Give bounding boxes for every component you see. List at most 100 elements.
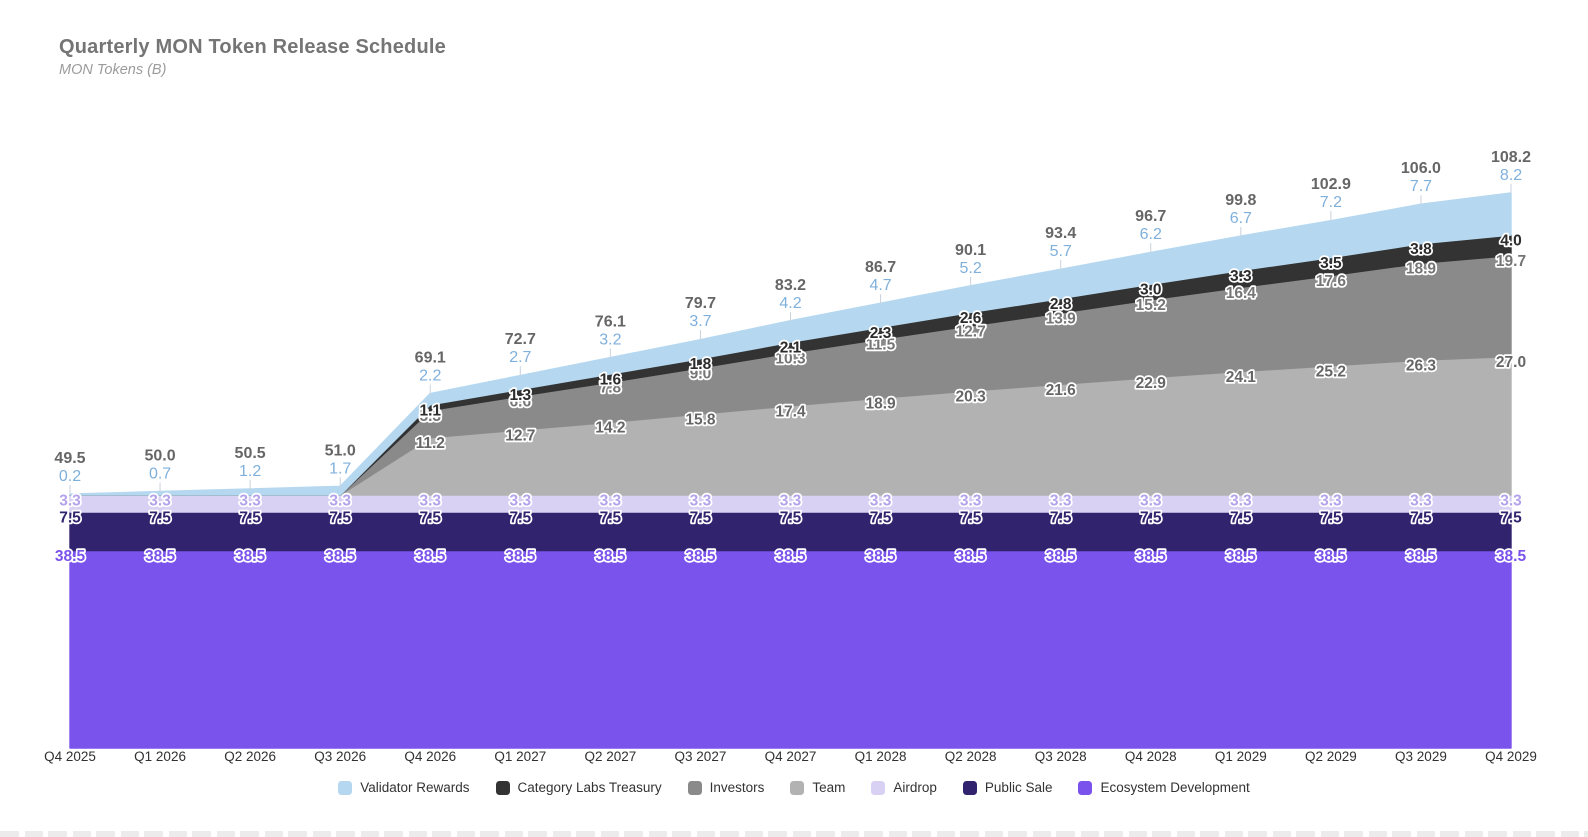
area-value-label: 7.5 <box>870 510 892 527</box>
area-value-label: 3.3 <box>59 493 81 510</box>
area-value-label: 3.3 <box>600 493 622 510</box>
x-axis-label: Q1 2026 <box>134 749 186 764</box>
area-value-label: 17.6 <box>1316 273 1347 290</box>
legend-item-ecosystem-development: Ecosystem Development <box>1078 780 1250 795</box>
x-axis-label: Q3 2029 <box>1395 749 1447 764</box>
area-value-label: 38.5 <box>595 548 626 565</box>
area-value-label: 16.4 <box>1226 285 1257 302</box>
total-label: 83.2 <box>775 277 806 294</box>
total-label: 102.9 <box>1311 176 1351 193</box>
validator-rewards-label: 6.7 <box>1230 210 1252 227</box>
area-value-label: 12.7 <box>505 427 535 444</box>
area-value-label: 2.1 <box>780 340 802 357</box>
area-value-label: 13.9 <box>1046 310 1077 327</box>
area-value-label: 11.2 <box>416 435 445 452</box>
area-value-label: 38.5 <box>415 548 446 565</box>
area-value-label: 10.3 <box>775 350 806 367</box>
area-value-label: 1.3 <box>510 387 532 404</box>
area-value-label: 3.3 <box>1050 493 1072 510</box>
legend-item-team: Team <box>790 780 845 795</box>
area-value-label: 3.3 <box>149 493 171 510</box>
legend-label: Public Sale <box>984 780 1053 795</box>
legend: Validator Rewards Category Labs Treasury I… <box>0 780 1588 795</box>
area-value-label: 7.5 <box>1500 510 1522 527</box>
total-label: 49.5 <box>54 450 85 467</box>
validator-rewards-label: 4.2 <box>779 295 801 312</box>
x-axis: Q4 2025 Q1 2026 Q2 2026 Q3 2026 Q4 2026 Q1 20… <box>0 749 1588 769</box>
area-value-label: 7.5 <box>960 510 982 527</box>
total-label: 106.0 <box>1401 160 1441 177</box>
legend-label: Airdrop <box>893 780 937 795</box>
validator-rewards-label: 7.7 <box>1410 178 1432 195</box>
area-value-label: 7.5 <box>1050 510 1072 527</box>
area-value-label: 7.5 <box>59 510 81 527</box>
legend-label: Ecosystem Development <box>1100 780 1250 795</box>
total-label: 50.5 <box>235 445 266 462</box>
area-value-label: 38.5 <box>55 548 86 565</box>
area-value-label: 3.3 <box>1320 493 1342 510</box>
area-value-label: 3.3 <box>1410 493 1432 510</box>
total-label: 86.7 <box>865 259 896 276</box>
total-label: 93.4 <box>1045 225 1076 242</box>
validator-rewards-label: 5.2 <box>960 260 982 277</box>
validator-rewards-label: 5.7 <box>1050 243 1072 260</box>
area-value-label: 5.3 <box>419 408 441 425</box>
x-axis-label: Q4 2029 <box>1485 749 1537 764</box>
area-value-label: 3.3 <box>1230 268 1252 285</box>
area-value-label: 3.3 <box>510 493 532 510</box>
x-axis-label: Q2 2028 <box>944 749 997 764</box>
total-label: 69.1 <box>415 350 446 367</box>
legend-item-category-labs-treasury: Category Labs Treasury <box>495 780 662 795</box>
legend-swatch-public-sale <box>962 780 977 795</box>
area-value-label: 38.5 <box>1136 548 1167 565</box>
area-value-label: 12.7 <box>956 323 986 340</box>
x-axis-label: Q4 2028 <box>1124 749 1177 764</box>
area-value-label: 7.5 <box>1320 510 1342 527</box>
legend-item-public-sale: Public Sale <box>962 780 1053 795</box>
area-value-label: 3.8 <box>1410 241 1432 258</box>
area-value-label: 38.5 <box>956 548 987 565</box>
area-value-label: 3.3 <box>329 493 351 510</box>
area-value-label: 3.3 <box>960 493 982 510</box>
area-value-label: 7.5 <box>419 510 441 527</box>
total-label: 108.2 <box>1491 149 1531 166</box>
total-label: 96.7 <box>1135 208 1166 225</box>
page-title: Quarterly MON Token Release Schedule <box>59 36 446 58</box>
area-value-label: 15.2 <box>1136 297 1166 314</box>
area-value-label: 25.2 <box>1316 363 1346 380</box>
validator-rewards-label: 8.2 <box>1500 167 1522 184</box>
validator-rewards-label: 6.2 <box>1140 226 1162 243</box>
legend-item-investors: Investors <box>687 780 764 795</box>
area-value-label: 38.5 <box>505 548 536 565</box>
area-value-label: 3.3 <box>870 493 892 510</box>
area-value-label: 2.8 <box>1050 296 1072 313</box>
area-value-label: 3.3 <box>1500 493 1522 510</box>
area-value-label: 14.2 <box>595 420 625 437</box>
legend-swatch-team <box>790 780 805 795</box>
area-value-label: 1.6 <box>600 372 622 389</box>
legend-swatch-investors <box>687 780 702 795</box>
area-value-label: 3.3 <box>1230 493 1252 510</box>
legend-label: Team <box>812 780 846 795</box>
area-value-label: 24.1 <box>1226 369 1257 386</box>
legend-label: Validator Rewards <box>360 780 470 795</box>
legend-swatch-validator-rewards <box>338 780 353 795</box>
validator-rewards-label: 3.7 <box>689 313 711 330</box>
area-value-label: 2.3 <box>870 325 892 342</box>
area-value-label: 38.5 <box>1316 548 1347 565</box>
area-value-label: 21.6 <box>1046 382 1077 399</box>
x-axis-label: Q1 2027 <box>494 749 547 764</box>
x-axis-label: Q3 2027 <box>674 749 727 764</box>
area-value-label: 38.5 <box>685 548 716 565</box>
area-value-label: 17.4 <box>775 403 806 420</box>
area-value-label: 9.0 <box>690 365 712 382</box>
validator-rewards-label: 3.2 <box>599 332 621 349</box>
area-value-label: 3.3 <box>1140 493 1162 510</box>
area-value-label: 4.0 <box>1500 233 1522 250</box>
validator-rewards-label: 2.7 <box>509 349 531 366</box>
area-value-label: 7.5 <box>329 510 351 527</box>
area-value-label: 3.3 <box>239 493 261 510</box>
validator-rewards-label: 1.2 <box>239 463 261 480</box>
area-value-label: 38.5 <box>775 548 806 565</box>
